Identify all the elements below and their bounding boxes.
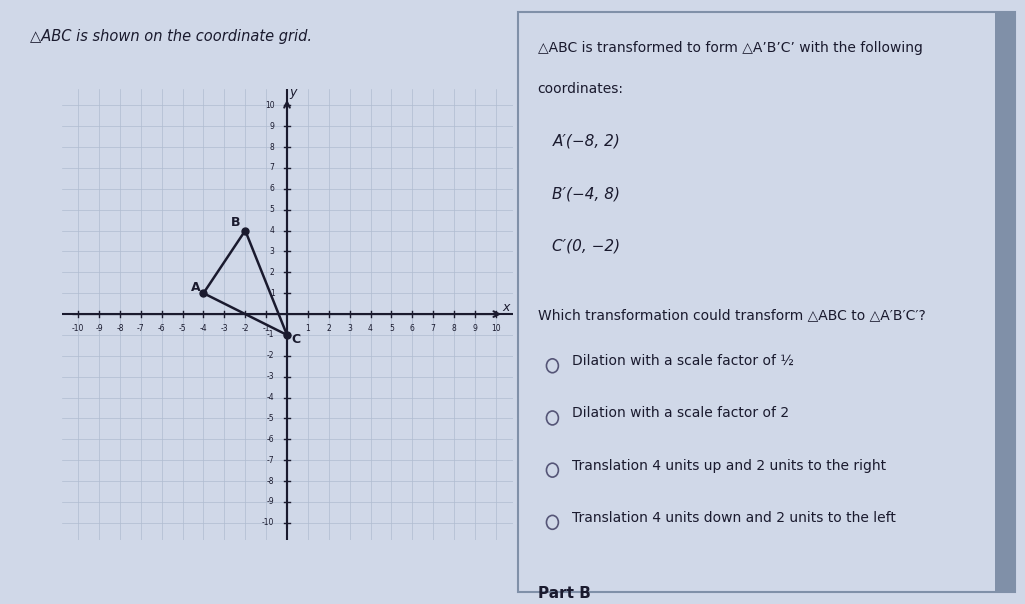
Text: 2: 2: [270, 268, 275, 277]
Text: x: x: [502, 301, 509, 314]
Text: -2: -2: [242, 324, 249, 333]
Text: Translation 4 units down and 2 units to the left: Translation 4 units down and 2 units to …: [572, 511, 896, 525]
Text: 10: 10: [264, 101, 275, 110]
Text: -3: -3: [266, 372, 275, 381]
Text: -4: -4: [266, 393, 275, 402]
Text: -8: -8: [116, 324, 124, 333]
Text: -10: -10: [262, 518, 275, 527]
Text: 7: 7: [430, 324, 436, 333]
Text: A′(−8, 2): A′(−8, 2): [552, 134, 620, 149]
Text: -9: -9: [266, 498, 275, 507]
Text: -3: -3: [220, 324, 229, 333]
Text: -2: -2: [266, 352, 275, 361]
Text: 9: 9: [473, 324, 478, 333]
Text: 4: 4: [368, 324, 373, 333]
Text: 5: 5: [270, 205, 275, 214]
Text: -7: -7: [266, 456, 275, 464]
Text: 3: 3: [270, 247, 275, 256]
Text: △ABC is shown on the coordinate grid.: △ABC is shown on the coordinate grid.: [30, 30, 313, 45]
Text: 8: 8: [270, 143, 275, 152]
Text: C′(0, −2): C′(0, −2): [552, 238, 620, 253]
Text: 2: 2: [326, 324, 331, 333]
Text: C: C: [291, 333, 300, 346]
Text: -6: -6: [266, 435, 275, 444]
Text: -5: -5: [178, 324, 187, 333]
Text: 7: 7: [270, 164, 275, 172]
Text: A: A: [191, 281, 201, 294]
Text: y: y: [290, 86, 297, 99]
Text: △ABC is transformed to form △A’B’C’ with the following: △ABC is transformed to form △A’B’C’ with…: [537, 41, 922, 55]
Text: Translation 4 units up and 2 units to the right: Translation 4 units up and 2 units to th…: [572, 458, 887, 472]
Text: 10: 10: [491, 324, 500, 333]
Text: -9: -9: [95, 324, 103, 333]
Text: Part B: Part B: [537, 586, 590, 601]
Text: 1: 1: [270, 289, 275, 298]
Text: -1: -1: [262, 324, 270, 333]
Text: -6: -6: [158, 324, 165, 333]
Text: 6: 6: [270, 184, 275, 193]
Text: -10: -10: [72, 324, 84, 333]
Text: -1: -1: [266, 330, 275, 339]
Text: Dilation with a scale factor of 2: Dilation with a scale factor of 2: [572, 406, 789, 420]
Text: -5: -5: [266, 414, 275, 423]
Text: 5: 5: [388, 324, 394, 333]
Text: -7: -7: [137, 324, 145, 333]
Text: coordinates:: coordinates:: [537, 82, 623, 95]
Text: B: B: [231, 216, 240, 230]
Text: -8: -8: [266, 477, 275, 486]
Text: B′(−4, 8): B′(−4, 8): [552, 186, 620, 201]
Text: Which transformation could transform △ABC to △A′B′C′?: Which transformation could transform △AB…: [537, 308, 926, 322]
Text: -4: -4: [200, 324, 207, 333]
Text: 1: 1: [305, 324, 311, 333]
Text: 6: 6: [410, 324, 415, 333]
Text: Dilation with a scale factor of ½: Dilation with a scale factor of ½: [572, 354, 794, 368]
Text: 9: 9: [270, 121, 275, 130]
Bar: [995, 12, 1015, 592]
Text: 8: 8: [452, 324, 456, 333]
Text: 3: 3: [347, 324, 352, 333]
Text: 4: 4: [270, 226, 275, 235]
